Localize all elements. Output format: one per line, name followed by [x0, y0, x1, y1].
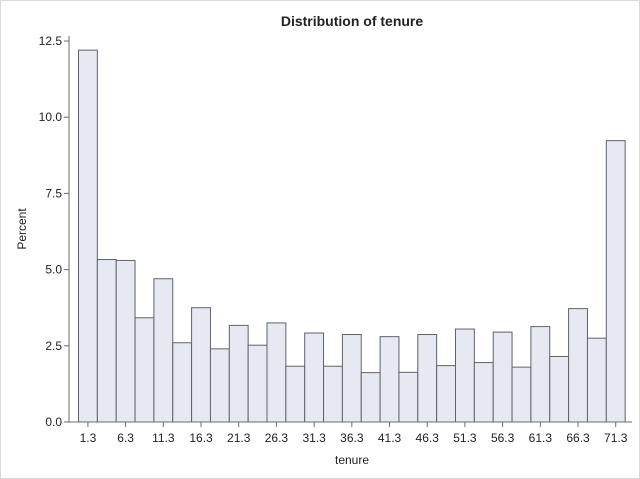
x-tick-label: 16.3: [189, 431, 213, 445]
x-tick-label: 11.3: [152, 431, 175, 445]
x-tick-label: 46.3: [416, 431, 440, 445]
bar-71.3: [605, 140, 626, 423]
bar-68.8: [586, 337, 607, 423]
bar-16.3: [191, 307, 211, 423]
bar-46.3: [417, 334, 438, 423]
bar-56.3: [492, 331, 513, 423]
x-ticks-group: 1.3 6.3 11.3 16.3 21.3 26.3 31.3 36.3 41.3 46.3 51…: [80, 422, 628, 445]
bar-66.3: [568, 308, 588, 423]
x-tick-label: 1.3: [80, 431, 97, 445]
y-tick-label: 7.5: [45, 186, 62, 200]
bar-13.8: [172, 342, 193, 423]
y-tick-label: 5.0: [45, 263, 62, 277]
bar-1.3: [78, 49, 98, 423]
x-tick-label: 6.3: [117, 431, 134, 445]
y-axis-label: Percent: [15, 208, 29, 250]
y-tick-label: 2.5: [45, 339, 62, 353]
y-tick-label: 0.0: [45, 415, 62, 429]
bar-63.8: [549, 355, 570, 423]
bars-group: [78, 49, 626, 423]
bar-36.3: [341, 334, 362, 423]
x-tick-label: 31.3: [302, 431, 326, 445]
bar-21.3: [228, 324, 249, 423]
y-tick-label: 10.0: [39, 110, 63, 124]
bar-33.8: [323, 365, 343, 423]
x-tick-label: 36.3: [340, 431, 364, 445]
bar-3.8: [96, 259, 117, 423]
x-tick-label: 51.3: [453, 431, 477, 445]
x-tick-label: 66.3: [566, 431, 590, 445]
bar-28.8: [285, 365, 306, 423]
x-tick-label: 71.3: [604, 431, 628, 445]
x-tick-label: 56.3: [491, 431, 515, 445]
x-axis-label: tenure: [335, 453, 369, 467]
bar-61.3: [530, 326, 551, 423]
bar-58.8: [511, 366, 532, 423]
x-tick-label: 61.3: [529, 431, 553, 445]
bar-53.8: [473, 362, 494, 423]
x-tick-label: 26.3: [265, 431, 289, 445]
chart-title: Distribution of tenure: [281, 13, 424, 29]
x-tick-label: 21.3: [227, 431, 251, 445]
x-tick-label: 41.3: [378, 431, 402, 445]
bar-6.3: [115, 259, 136, 423]
bar-51.3: [455, 328, 475, 423]
bar-41.3: [379, 336, 400, 423]
bar-23.8: [247, 344, 268, 423]
bar-38.8: [360, 372, 381, 423]
bar-31.3: [304, 332, 325, 423]
bar-11.3: [153, 278, 174, 423]
y-ticks-group: 0.0 2.5 5.0 7.5 10.0 12.5: [39, 34, 69, 429]
bar-48.8: [436, 365, 456, 423]
bar-26.3: [266, 322, 287, 423]
bar-43.8: [398, 371, 419, 423]
y-tick-label: 12.5: [39, 34, 63, 48]
bar-8.8: [134, 317, 155, 423]
bar-18.8: [209, 348, 230, 423]
